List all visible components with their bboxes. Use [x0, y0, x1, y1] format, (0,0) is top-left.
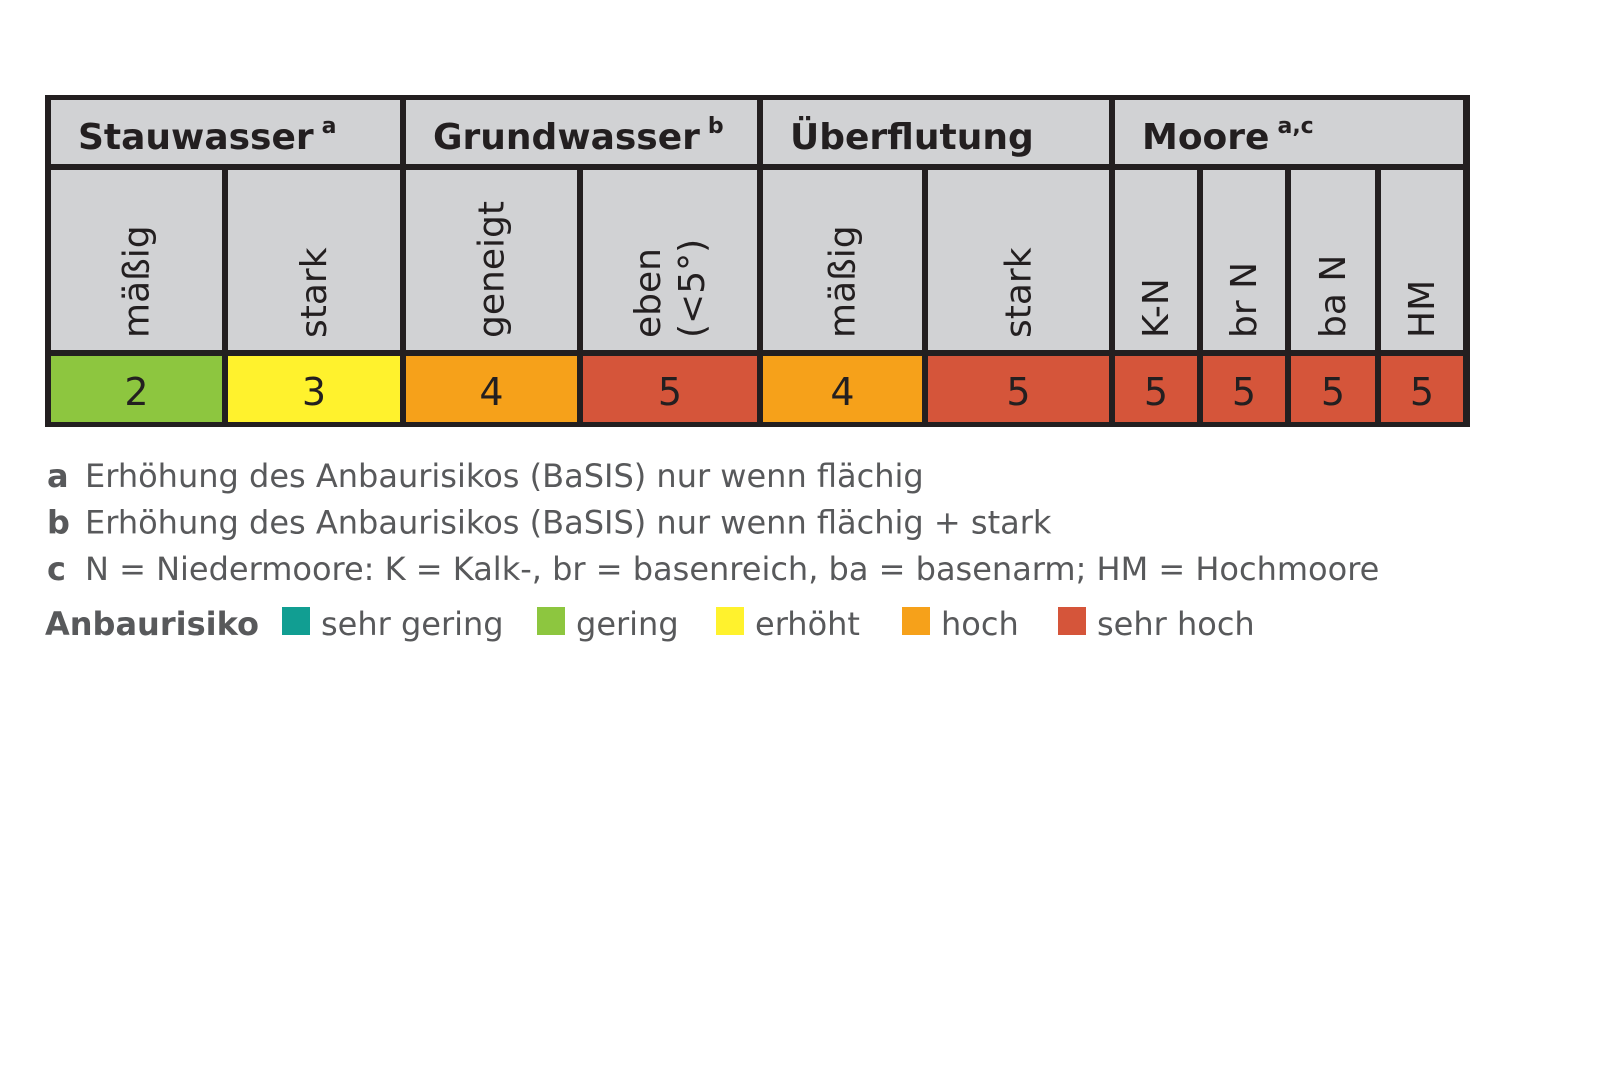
- group-label: Überflutung: [790, 116, 1034, 158]
- risk-value: 3: [302, 370, 326, 414]
- sub-header: mäßig: [117, 225, 158, 338]
- sub-header-cell: [406, 170, 577, 350]
- sub-header-cell: [1115, 170, 1197, 350]
- legend-label: hoch: [941, 605, 1019, 643]
- sub-header-cell: [51, 170, 222, 350]
- legend-swatch: [1058, 607, 1086, 635]
- group-header: Moore a,c: [1142, 114, 1314, 158]
- sub-header: mäßig: [823, 225, 864, 338]
- legend-swatch: [537, 607, 565, 635]
- sub-header-cell: [1291, 170, 1375, 350]
- group-header: Überflutung: [790, 116, 1034, 158]
- risk-cell: [51, 356, 222, 422]
- footnote-key: b: [47, 504, 70, 542]
- legend-label: gering: [576, 605, 679, 643]
- legend-title: Anbaurisiko: [45, 605, 259, 643]
- legend-label: sehr gering: [321, 605, 504, 643]
- sub-header: stark: [999, 247, 1040, 338]
- risk-value: 5: [1410, 370, 1434, 414]
- footnote-key: c: [47, 550, 66, 588]
- footnote-text: N = Niedermoore: K = Kalk-, br = basenre…: [85, 550, 1379, 588]
- sub-header-cell: [1381, 170, 1463, 350]
- group-header-cell: [763, 100, 1109, 164]
- sub-header-cell: [763, 170, 922, 350]
- risk-cell: [928, 356, 1109, 422]
- sub-header: geneigt: [472, 201, 513, 338]
- risk-cell: [406, 356, 577, 422]
- sub-header-cell: [1203, 170, 1285, 350]
- group-header-cell: [51, 100, 400, 164]
- sub-header-cell: [583, 170, 757, 350]
- risk-cell: [763, 356, 922, 422]
- footnote-text: Erhöhung des Anbaurisikos (BaSIS) nur we…: [85, 457, 924, 495]
- risk-value: 5: [1321, 370, 1345, 414]
- legend-label: sehr hoch: [1097, 605, 1255, 643]
- sub-header: br N: [1224, 262, 1265, 338]
- risk-cell: [1203, 356, 1285, 422]
- group-label: Stauwasser: [78, 117, 314, 158]
- sub-header: HM: [1402, 280, 1443, 338]
- sub-header: eben: [628, 248, 669, 338]
- risk-value: 2: [124, 370, 148, 414]
- risk-value: 5: [1006, 370, 1030, 414]
- risk-cell: [1115, 356, 1197, 422]
- risk-cell: [583, 356, 757, 422]
- group-header: Stauwasser a: [78, 114, 337, 158]
- footnote-text: Erhöhung des Anbaurisikos (BaSIS) nur we…: [85, 504, 1052, 542]
- sub-header-cell: [228, 170, 400, 350]
- footnote-key: a: [47, 457, 69, 495]
- risk-value: 4: [830, 370, 854, 414]
- group-label: Grundwasser: [433, 117, 700, 158]
- group-header-cell: [406, 100, 757, 164]
- risk-value: 5: [658, 370, 682, 414]
- risk-value: 4: [479, 370, 503, 414]
- group-footnote-mark: a,c: [1277, 114, 1313, 139]
- risk-value: 5: [1144, 370, 1168, 414]
- legend-swatch: [282, 607, 310, 635]
- legend-label: erhöht: [755, 605, 860, 643]
- group-label: Moore: [1142, 117, 1269, 158]
- sub-header: (<5°): [672, 239, 713, 338]
- sub-header: ba N: [1313, 255, 1354, 338]
- risk-cell: [1381, 356, 1463, 422]
- risk-value: 5: [1232, 370, 1256, 414]
- legend-swatch: [716, 607, 744, 635]
- sub-header-cell: [928, 170, 1109, 350]
- sub-header: stark: [294, 247, 335, 338]
- group-footnote-mark: a: [322, 114, 337, 139]
- group-header: Grundwasser b: [433, 114, 724, 158]
- risk-cell: [228, 356, 400, 422]
- legend-swatch: [902, 607, 930, 635]
- sub-header: K-N: [1136, 278, 1177, 338]
- group-header-cell: [1115, 100, 1463, 164]
- group-footnote-mark: b: [708, 114, 724, 139]
- risk-cell: [1291, 356, 1375, 422]
